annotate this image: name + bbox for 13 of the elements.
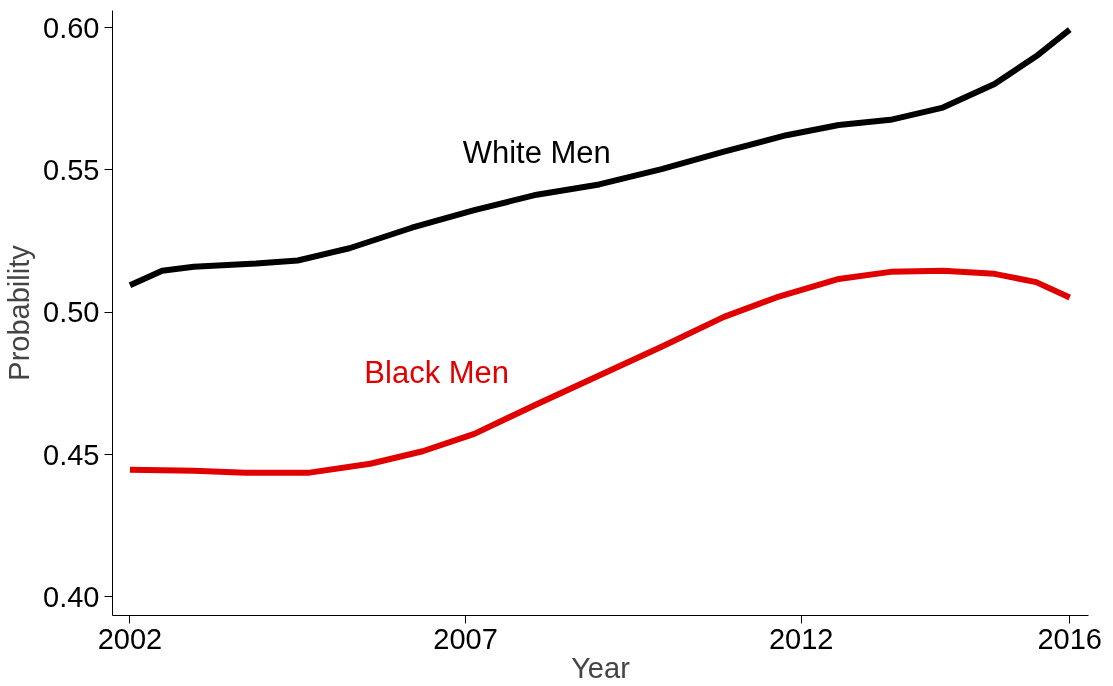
x-axis-title: Year: [571, 651, 631, 684]
x-tick-label: 2016: [1037, 622, 1102, 655]
y-tick-label: 0.55: [43, 153, 100, 186]
x-tick-label: 2002: [97, 622, 163, 655]
series-label: Black Men: [364, 354, 510, 390]
x-tick-label: 2007: [433, 622, 498, 655]
y-tick-label: 0.40: [43, 580, 100, 613]
y-tick-label: 0.50: [43, 296, 100, 329]
series-label: White Men: [462, 135, 611, 171]
y-tick-label: 0.60: [43, 11, 100, 44]
y-tick-label: 0.45: [43, 438, 100, 471]
x-tick-label: 2012: [768, 622, 834, 655]
y-axis-title: Probability: [3, 244, 36, 381]
